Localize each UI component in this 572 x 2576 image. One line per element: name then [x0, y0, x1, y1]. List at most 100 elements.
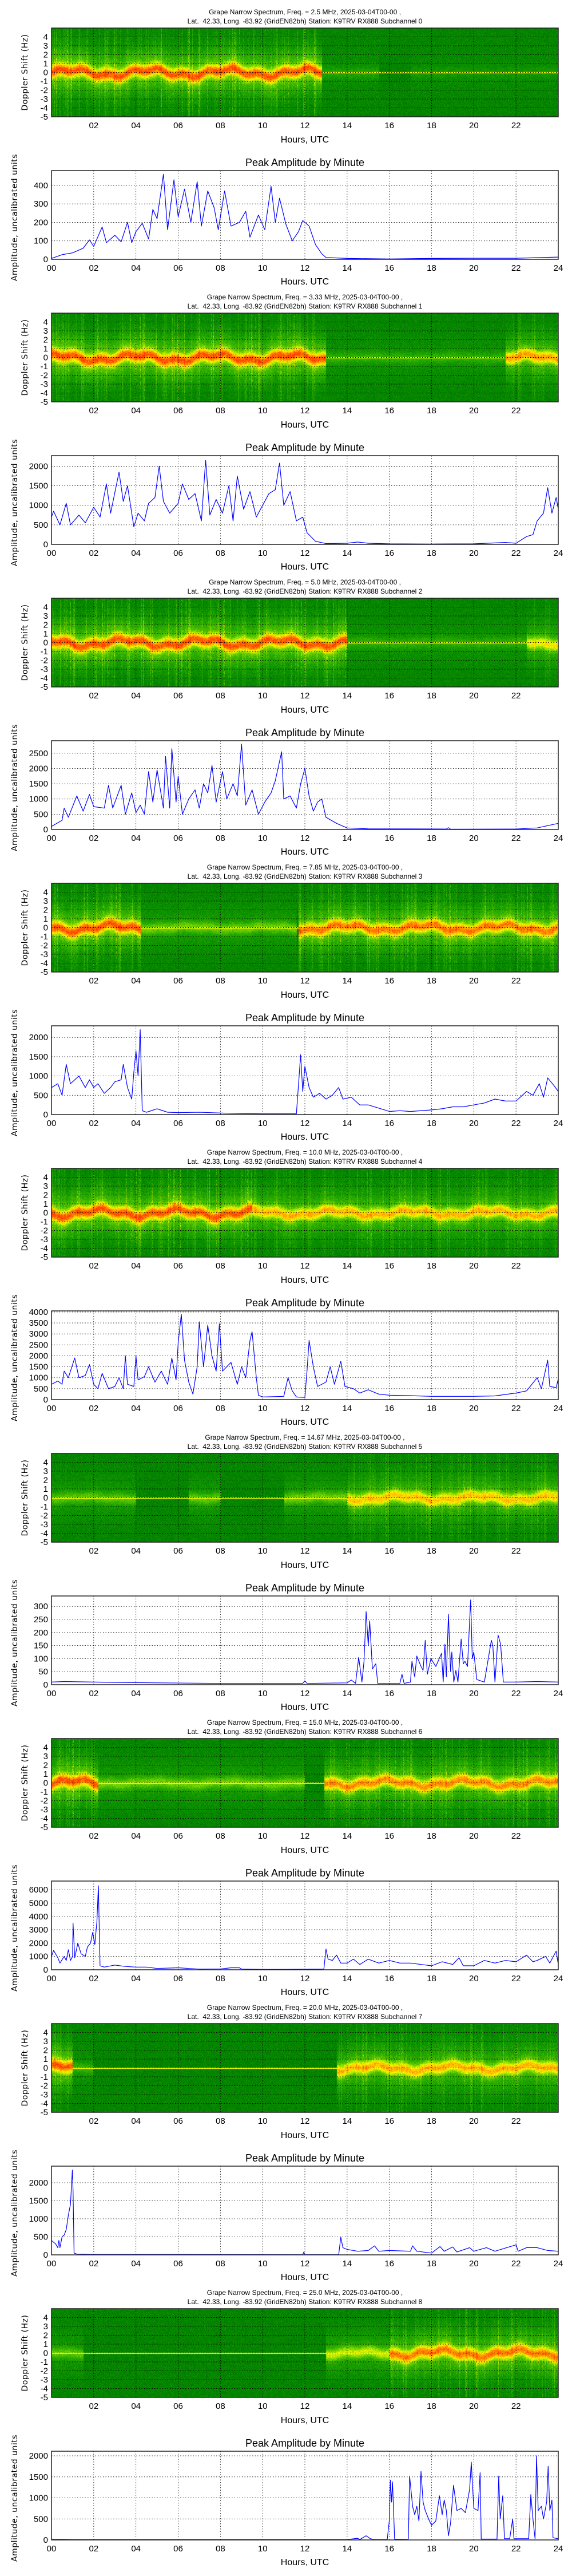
spectrogram-xtick-label: 16 [384, 1261, 394, 1271]
amplitude-ytick-label: 3000 [29, 1925, 48, 1935]
spectrogram-title-line-2: Lat. 42.33, Long. -83.92 (GridEN82bh) St… [187, 1157, 423, 1165]
amplitude-chart-title: Peak Amplitude by Minute [245, 727, 364, 738]
spectrogram-xtick-label: 20 [469, 976, 479, 986]
spectrogram-xtick-label: 16 [384, 121, 394, 131]
amplitude-xtick-label: 02 [89, 1689, 98, 1698]
amplitude-xtick-label: 18 [427, 263, 436, 273]
amplitude-xtick-label: 20 [469, 1974, 479, 1984]
spectrogram-ytick-label: 3 [43, 1752, 48, 1761]
spectrogram-ytick-label: -1 [41, 1217, 48, 1227]
amplitude-xlabel: Hours, UTC [281, 1132, 329, 1140]
spectrogram-ytick-label: -3 [41, 1235, 48, 1244]
amplitude-xtick-label: 10 [258, 1689, 268, 1698]
amplitude-xtick-label: 00 [47, 833, 57, 843]
amplitude-chart-title: Peak Amplitude by Minute [245, 442, 364, 453]
spectrogram-ytick-label: 0 [43, 353, 48, 363]
spectrogram-xtick-label: 12 [300, 1831, 310, 1841]
spectrogram-xtick-label: 14 [342, 1546, 352, 1556]
amplitude-ytick-label: 0 [43, 2535, 48, 2545]
axes-overlay: 02 04 06 08 10 12 14 16 18 20 22-5-4-3-2-101234Dop… [10, 1738, 563, 1996]
amplitude-xtick-label: 06 [173, 1689, 183, 1698]
amplitude-xtick-label: 18 [427, 833, 436, 843]
spectrogram-xtick-label: 22 [511, 976, 521, 986]
amplitude-ylabel: Amplitude, uncalibrated units [10, 1864, 19, 1992]
amplitude-ytick-label: 250 [34, 1615, 48, 1625]
amplitude-ytick-label: 2000 [29, 1938, 48, 1948]
axes-overlay: 02 04 06 08 10 12 14 16 18 20 22-5-4-3-2-101234Dop… [10, 2308, 563, 2566]
spectrogram-xtick-label: 16 [384, 406, 394, 416]
amplitude-xtick-label: 18 [427, 2544, 436, 2554]
spectrogram-xtick-label: 02 [89, 1261, 98, 1271]
spectrogram-ytick-label: -5 [41, 2393, 48, 2403]
amplitude-ytick-label: 300 [34, 1602, 48, 1611]
spectrogram-xlabel: Hours, UTC [281, 135, 329, 145]
spectrogram-ytick-label: -4 [41, 1244, 48, 1254]
spectrogram-xtick-label: 18 [427, 406, 436, 416]
spectrogram-ylabel: Doppler Shift (Hz) [21, 890, 30, 966]
spectrogram-title-line-1: Grape Narrow Spectrum, Freq. = 3.33 MHz,… [206, 293, 403, 301]
amplitude-xtick-label: 02 [89, 2544, 98, 2554]
spectrogram-ytick-label: 2 [43, 2046, 48, 2056]
spectrogram-ytick-label: -4 [41, 2384, 48, 2394]
spectrogram-xtick-label: 14 [342, 976, 352, 986]
spectrogram-ylabel: Doppler Shift (Hz) [21, 34, 30, 111]
amplitude-ytick-label: 1000 [29, 501, 48, 511]
spectrogram-xtick-label: 02 [89, 1546, 98, 1556]
spectrogram-xtick-label: 08 [216, 976, 225, 986]
spectrogram-xtick-label: 06 [173, 691, 183, 701]
spectrogram-ytick-label: -5 [41, 967, 48, 977]
amplitude-frame [51, 740, 559, 830]
spectrogram-ytick-label: -3 [41, 1520, 48, 1530]
amplitude-xtick-label: 02 [89, 263, 98, 273]
amplitude-xlabel: Hours, UTC [281, 277, 329, 285]
spectrogram-xtick-label: 14 [342, 2116, 352, 2126]
spectrogram-ytick-label: -1 [41, 1502, 48, 1512]
spectrogram-ytick-label: -3 [41, 2090, 48, 2100]
amplitude-xtick-label: 14 [342, 1119, 352, 1128]
spectrogram-xtick-label: 08 [216, 2116, 225, 2126]
spectrogram-xtick-label: 06 [173, 1261, 183, 1271]
spectrogram-xtick-label: 14 [342, 691, 352, 701]
amplitude-xtick-label: 12 [300, 833, 310, 843]
spectrogram-xtick-label: 14 [342, 1261, 352, 1271]
amplitude-ytick-label: 6000 [29, 1885, 48, 1895]
amplitude-xtick-label: 12 [300, 1974, 310, 1984]
spectrogram-ytick-label: 1 [43, 914, 48, 924]
spectrogram-ytick-label: -5 [41, 1538, 48, 1547]
channel-panel-7: Grape Narrow Spectrum, Freq. = 20.0 MHz,… [0, 1996, 572, 2281]
spectrogram-ylabel: Doppler Shift (Hz) [21, 2315, 30, 2392]
amplitude-ytick-label: 1500 [29, 779, 48, 789]
amplitude-xtick-label: 08 [216, 833, 225, 843]
spectrogram-ytick-label: -1 [41, 1787, 48, 1797]
spectrogram-xtick-label: 14 [342, 2401, 352, 2411]
amplitude-xtick-label: 12 [300, 1689, 310, 1698]
amplitude-xtick-label: 24 [554, 1974, 563, 1984]
spectrogram-xtick-label: 10 [258, 2116, 268, 2126]
spectrogram-xtick-label: 10 [258, 1831, 268, 1841]
spectrogram-ytick-label: -3 [41, 380, 48, 389]
spectrogram-xtick-label: 12 [300, 406, 310, 416]
amplitude-xtick-label: 14 [342, 1974, 352, 1984]
amplitude-xtick-label: 02 [89, 548, 98, 558]
spectrogram-title-line-2: Lat. 42.33, Long. -83.92 (GridEN82bh) St… [187, 872, 423, 880]
amplitude-frame [51, 170, 559, 260]
spectrogram-xtick-label: 02 [89, 2116, 98, 2126]
spectrogram-xtick-label: 08 [216, 1261, 225, 1271]
amplitude-xlabel: Hours, UTC [281, 1417, 329, 1425]
spectrogram-xtick-label: 04 [131, 1546, 141, 1556]
spectrogram-ytick-label: -2 [41, 941, 48, 951]
amplitude-ytick-label: 3500 [29, 1318, 48, 1328]
spectrogram-ytick-label: -2 [41, 371, 48, 381]
spectrogram-title-line-1: Grape Narrow Spectrum, Freq. = 5.0 MHz, … [209, 578, 401, 586]
spectrogram-ytick-label: 3 [43, 1182, 48, 1191]
amplitude-xtick-label: 04 [131, 2259, 141, 2269]
amplitude-xtick-label: 08 [216, 2544, 225, 2554]
amplitude-line [51, 744, 559, 830]
amplitude-ytick-label: 1500 [29, 2196, 48, 2206]
spectrogram-frame [51, 1453, 559, 1543]
amplitude-xtick-label: 14 [342, 2544, 352, 2554]
spectrogram-xtick-label: 22 [511, 1546, 521, 1556]
spectrogram-ytick-label: 3 [43, 2322, 48, 2332]
spectrogram-xtick-label: 10 [258, 976, 268, 986]
amplitude-xtick-label: 12 [300, 548, 310, 558]
